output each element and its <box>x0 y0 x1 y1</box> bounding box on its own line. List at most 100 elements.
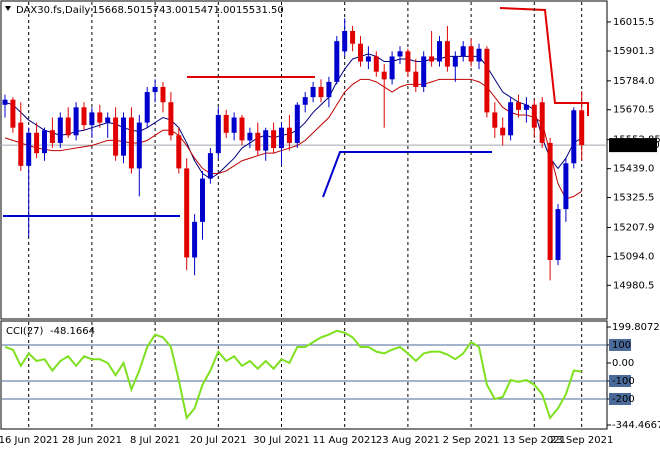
y-tick-label: -100 <box>612 376 635 387</box>
y-tick-label: 15439.0 <box>613 164 654 175</box>
ohlc-label: 15471.00 <box>188 5 236 16</box>
x-tick-label: 16 Jun 2021 <box>0 435 59 446</box>
x-tick-label: 2 Sep 2021 <box>443 435 500 446</box>
candle-body <box>113 117 119 156</box>
candle-body <box>18 122 24 166</box>
title-marker <box>5 6 11 11</box>
x-tick-label: 28 Jun 2021 <box>62 435 122 446</box>
candle-body <box>531 104 537 128</box>
x-tick-label: 8 Jul 2021 <box>130 435 180 446</box>
y-tick-label: 14980.5 <box>613 280 654 291</box>
candle-body <box>350 30 356 44</box>
candle-body <box>579 110 585 146</box>
cci-title: CCI(27) <box>6 326 44 337</box>
candle-body <box>97 112 103 123</box>
candle-body <box>263 130 269 151</box>
candle-body <box>405 51 411 72</box>
candle-body <box>563 163 569 210</box>
candle-body <box>334 41 340 82</box>
candle-body <box>413 71 419 87</box>
candle-body <box>279 127 284 149</box>
candle-body <box>239 117 245 141</box>
candle-body <box>215 114 221 154</box>
y-tick-label: 15784.0 <box>613 76 654 87</box>
x-tick-label: 20 Jul 2021 <box>190 435 247 446</box>
cci-line <box>4 329 582 421</box>
candle-body <box>571 110 577 164</box>
drawn-line <box>322 151 492 198</box>
x-tick-label: 30 Jul 2021 <box>253 435 310 446</box>
level-label-box <box>609 338 631 351</box>
y-tick-label: 199.8072 <box>612 322 660 333</box>
candle-body <box>247 132 253 141</box>
candle-body <box>523 104 529 110</box>
x-tick-label: 11 Aug 2021 <box>313 435 377 446</box>
y-tick-label: 100 <box>612 340 631 351</box>
y-tick-label: -344.4667 <box>612 420 660 431</box>
price-label-box <box>609 138 657 153</box>
level-label-box <box>609 392 631 405</box>
chart-title: DAX30.fs,Daily <box>16 5 90 16</box>
candle-body <box>152 86 158 93</box>
ohlc-label: 15743.00 <box>140 5 188 16</box>
candle-body <box>476 48 482 62</box>
candle-body <box>128 117 134 169</box>
ohlc-label: 15668.50 <box>92 5 140 16</box>
x-tick-label: 23 Sep 2021 <box>550 435 613 446</box>
candle-body <box>121 117 126 156</box>
candle-body <box>65 117 71 136</box>
candle-body <box>444 41 450 67</box>
cci-value: -48.1664 <box>50 326 95 337</box>
candle-body <box>508 102 514 136</box>
candle-body <box>286 127 292 143</box>
candle-body <box>365 56 371 62</box>
y-tick-label: 15325.5 <box>613 193 654 204</box>
candle-body <box>49 130 55 143</box>
candle-body <box>81 107 87 126</box>
drawn-line <box>499 7 589 116</box>
candle-body <box>555 209 561 261</box>
candle-body <box>539 102 545 143</box>
candle-body <box>136 122 142 169</box>
candle-body <box>437 41 442 62</box>
level-label-box <box>609 374 631 387</box>
candle-body <box>492 112 498 128</box>
candle-body <box>144 92 150 123</box>
candle-body <box>255 132 261 151</box>
main-frame <box>0 0 608 320</box>
candle-body <box>160 86 166 103</box>
candle-body <box>516 102 521 110</box>
y-tick-label: 15207.9 <box>613 222 654 233</box>
candle-body <box>452 56 458 67</box>
y-tick-label: 0.00 <box>612 358 634 369</box>
ohlc-label: 15531.50 <box>236 5 284 16</box>
candle-body <box>176 135 182 169</box>
candle-body <box>373 56 379 72</box>
candle-body <box>105 117 111 123</box>
y-tick-label: 15670.5 <box>613 105 654 116</box>
x-tick-label: 23 Aug 2021 <box>376 435 440 446</box>
candle-body <box>389 56 395 80</box>
y-tick-label: 15901.3 <box>613 46 654 57</box>
candle-body <box>484 48 490 113</box>
candle-body <box>460 46 466 57</box>
candle-body <box>468 46 474 62</box>
candle-body <box>10 99 16 128</box>
candle-body <box>89 112 95 126</box>
candle-body <box>231 117 237 133</box>
candle-body <box>34 132 40 154</box>
candle-body <box>73 107 79 136</box>
candle-body <box>26 132 32 166</box>
candle-body <box>342 30 348 52</box>
candle-body <box>271 130 277 149</box>
candle-body <box>200 178 205 222</box>
candle-body <box>42 130 47 154</box>
x-tick-label: 13 Sep 2021 <box>503 435 566 446</box>
candle-body <box>294 104 300 143</box>
candle-body <box>397 51 403 57</box>
cci-frame <box>0 320 608 430</box>
candle-body <box>2 99 8 105</box>
candle-body <box>429 56 435 62</box>
